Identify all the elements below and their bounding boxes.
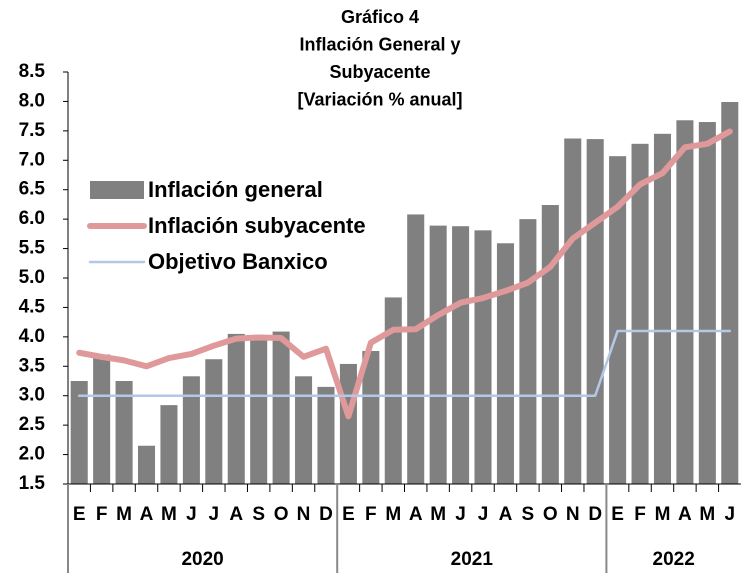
x-tick-label: J [724,504,735,525]
x-tick-label: M [161,504,177,525]
bar [541,205,559,484]
x-tick-label: J [455,504,466,525]
bar [496,243,514,484]
y-tick-label: 7.5 [19,120,46,141]
x-tick-label: J [209,504,220,525]
x-tick-label: J [186,504,197,525]
y-tick-label: 2.5 [19,414,46,435]
chart-title: Inflación General y [299,34,460,54]
x-tick-label: S [522,504,535,525]
y-tick-label: 3.5 [19,355,46,376]
y-tick-label: 4.5 [19,296,46,317]
line [77,329,732,397]
x-tick-label: A [140,504,154,525]
bar [698,122,716,485]
bar [93,354,111,484]
line [76,128,733,420]
bar [339,363,357,484]
bar [407,214,425,485]
bar [564,138,582,484]
legend-label: Inflación general [148,177,323,202]
legend-swatch [90,181,144,199]
bar [362,350,380,484]
x-tick-label: E [73,504,86,525]
y-tick-label: 5.5 [19,238,46,259]
bar [70,381,88,484]
bar [205,359,223,484]
y-tick-label: 3.0 [19,385,45,406]
bar [452,226,470,484]
bar [676,120,694,485]
y-tick-label: 1.5 [19,473,46,494]
year-label: 2021 [451,549,494,570]
x-tick-label: M [430,504,446,525]
x-tick-label: F [634,504,646,525]
x-tick-label: E [611,504,624,525]
x-tick-label: O [274,504,289,525]
x-tick-label: N [566,504,580,525]
bar [384,297,402,484]
bar [250,336,268,484]
y-tick-label: 4.0 [19,326,45,347]
chart-title: Gráfico 4 [341,7,419,27]
x-tick-label: S [252,504,265,525]
y-tick-label: 7.0 [19,149,45,170]
bar [631,143,649,484]
bar [137,445,156,484]
bar [295,376,313,484]
x-tick-label: O [543,504,558,525]
bar [653,133,672,485]
y-tick-label: 6.0 [19,208,45,229]
chart-title: Subyacente [329,62,430,82]
y-tick-label: 6.5 [19,179,46,200]
bar [519,219,537,484]
y-tick-label: 8.5 [19,61,46,82]
bar [609,156,627,484]
x-tick-label: A [409,504,423,525]
x-tick-label: M [699,504,715,525]
y-tick-label: 5.0 [19,267,45,288]
year-label: 2022 [653,549,695,570]
x-tick-label: N [297,504,311,525]
bar [317,386,335,484]
x-tick-label: A [678,504,692,525]
bar [182,376,200,484]
x-tick-label: F [365,504,377,525]
x-tick-label: A [499,504,513,525]
legend-label: Inflación subyacente [148,213,366,238]
bar [721,102,739,484]
x-tick-label: M [385,504,401,525]
bar [272,331,290,484]
y-tick-label: 2.0 [19,444,45,465]
x-tick-label: J [478,504,489,525]
year-label: 2020 [181,549,223,570]
x-tick-label: A [229,504,243,525]
x-tick-label: D [319,504,333,525]
x-tick-label: M [116,504,132,525]
bar [227,333,245,484]
x-tick-label: D [588,504,602,525]
bar [115,381,133,484]
x-tick-label: F [96,504,108,525]
bar [586,139,604,484]
bar [429,225,447,485]
chart-title: [Variación % anual] [297,89,462,109]
legend-label: Objetivo Banxico [148,249,328,274]
bar [474,230,492,484]
x-tick-label: E [342,504,355,525]
y-tick-label: 8.0 [19,90,45,111]
x-tick-label: M [655,504,671,525]
bar [160,405,178,484]
